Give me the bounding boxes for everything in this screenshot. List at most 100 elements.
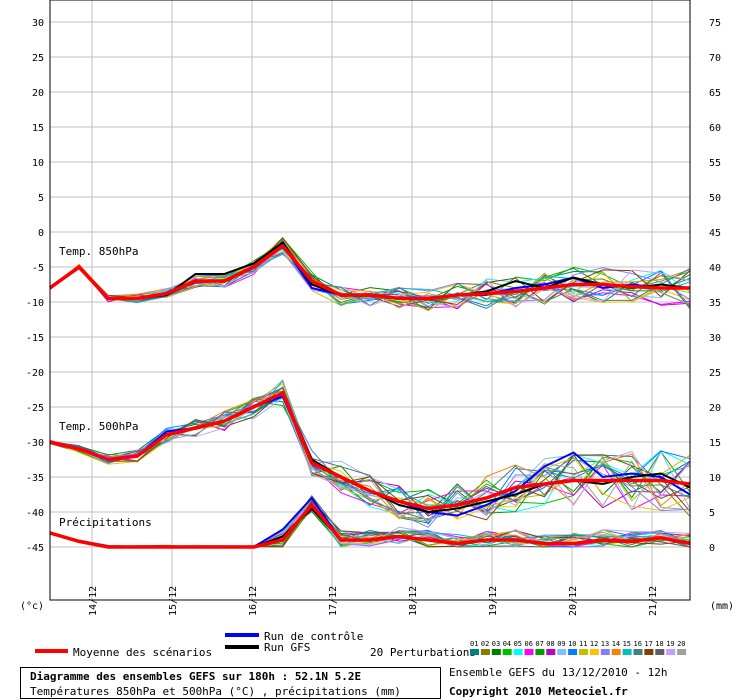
left-tick-label: -35 [26,473,44,484]
perturbation-swatch [513,649,523,655]
footer-title: Diagramme des ensembles GEFS sur 180h : … [30,670,362,683]
main-lines [48,241,691,549]
perturbation-swatches: 01 02 03 04 05 06 07 08 09 10 11 12 13 14 15 16 17 18 19 20 [470,640,687,655]
left-tick-label: -30 [26,438,44,449]
left-tick-label: 10 [32,158,44,169]
perturbation-swatch [644,649,654,655]
perturbation-t500-line [49,396,691,525]
mean-t500-line [49,390,691,511]
perturbation-id-label: 20 [677,640,685,648]
right-tick-label: 60 [709,123,721,134]
right-tick-label: 50 [709,193,721,204]
perturbation-id-label: 12 [590,640,598,648]
left-tick-label: 30 [32,18,44,29]
perturbation-id-label: 19 [666,640,674,648]
date-tick-label: 21/12 [648,586,659,616]
perturbation-id-label: 03 [492,640,500,648]
right-unit-label: (mm) [710,601,734,612]
left-tick-label: -15 [26,333,44,344]
right-tick-label: 15 [709,438,721,449]
perturbation-id-label: 07 [535,640,543,648]
perturbation-swatch [524,649,534,655]
perturbation-swatch [622,649,632,655]
left-tick-label: -20 [26,368,44,379]
right-tick-label: 35 [709,298,721,309]
legend-control-label: Run de contrôle [264,630,363,643]
perturbation-id-label: 17 [644,640,652,648]
perturbation-id-label: 10 [568,640,576,648]
legend-mean-label: Moyenne des scénarios [73,646,212,659]
right-tick-label: 40 [709,263,721,274]
perturbation-swatch [611,649,621,655]
perturbation-swatch [589,649,599,655]
date-tick-label: 14/12 [88,586,99,616]
perturbation-id-label: 15 [623,640,631,648]
perturbation-id-label: 18 [655,640,663,648]
perturbation-swatch [470,649,479,655]
perturbation-swatch [557,649,567,655]
perturbation-t850-line [49,250,691,307]
date-tick-label: 18/12 [408,586,419,616]
date-tick-label: 17/12 [328,586,339,616]
legend: Moyenne des scénarios Run de contrôle Ru… [35,630,687,659]
left-tick-label: -5 [32,263,44,274]
panel-label-t850: Temp. 850hPa [59,245,138,258]
footer-box: Diagramme des ensembles GEFS sur 180h : … [20,667,441,699]
left-tick-label: 15 [32,123,44,134]
perturbation-swatch [568,649,578,655]
right-tick-label: 65 [709,88,721,99]
left-tick-label: 0 [38,228,44,239]
left-tick-label: -25 [26,403,44,414]
left-tick-label: -45 [26,543,44,554]
perturbation-swatch [546,649,556,655]
perturbation-id-label: 06 [525,640,533,648]
date-tick-label: 20/12 [568,586,579,616]
left-tick-label: 25 [32,53,44,64]
perturbation-swatch [579,649,588,655]
perturbation-t500-line [49,391,691,521]
perturbation-id-label: 09 [557,640,565,648]
left-tick-label: -10 [26,298,44,309]
legend-perturbations-label: 20 Perturbations [370,646,476,659]
right-tick-label: 45 [709,228,721,239]
panel-label-t500: Temp. 500hPa [59,420,138,433]
left-tick-label: -40 [26,508,44,519]
perturbation-t500-line [49,396,691,522]
right-tick-label: 75 [709,18,721,29]
right-tick-label: 70 [709,53,721,64]
perturbation-swatch [655,649,665,655]
ensemble-info: Ensemble GEFS du 13/12/2010 - 12h [449,666,668,679]
date-tick-label: 15/12 [168,586,179,616]
copyright: Copyright 2010 Meteociel.fr [449,685,628,698]
mean-precip-line [49,502,691,549]
perturbation-swatch [677,649,687,655]
perturbation-id-label: 05 [514,640,522,648]
legend-gfs-label: Run GFS [264,641,310,654]
perturbation-swatch [600,649,610,655]
perturbation-swatch [480,649,490,655]
perturbation-t850-line [49,245,691,309]
perturbation-swatch [666,649,676,655]
gfs-t850-line [49,241,691,300]
date-tick-label: 19/12 [488,586,499,616]
perturbation-swatch [633,649,643,655]
perturbation-id-label: 04 [503,640,511,648]
right-tick-label: 20 [709,403,721,414]
right-tick-label: 25 [709,368,721,379]
perturbation-swatch [491,649,501,655]
perturbation-swatch [535,649,545,655]
left-tick-label: 5 [38,193,44,204]
plot-frame [49,0,691,601]
left-tick-label: 20 [32,88,44,99]
panel-label-precip: Précipitations [59,516,152,529]
footer-subtitle: Températures 850hPa et 500hPa (°C) , pré… [30,685,401,698]
date-tick-label: 16/12 [248,586,259,616]
mean-t850-line [48,243,690,301]
perturbation-id-label: 08 [546,640,554,648]
perturbation-id-label: 16 [634,640,642,648]
right-tick-label: 5 [709,508,715,519]
left-unit-label: (°c) [20,601,44,612]
perturbation-t500-line [49,382,691,520]
